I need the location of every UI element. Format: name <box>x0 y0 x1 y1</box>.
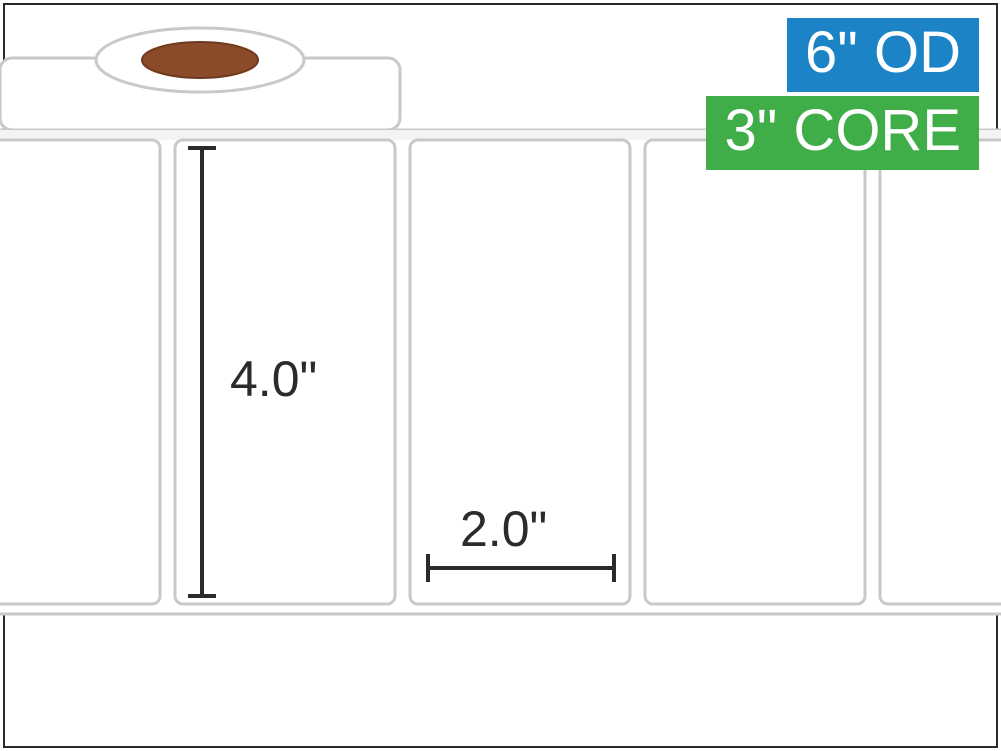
spec-badges: 6" OD 3" CORE <box>706 18 979 174</box>
dimension-width-label: 2.0" <box>460 500 547 558</box>
badge-outer-diameter: 6" OD <box>787 18 979 92</box>
badge-core: 3" CORE <box>706 96 979 170</box>
dimension-height-label: 4.0" <box>230 350 317 408</box>
